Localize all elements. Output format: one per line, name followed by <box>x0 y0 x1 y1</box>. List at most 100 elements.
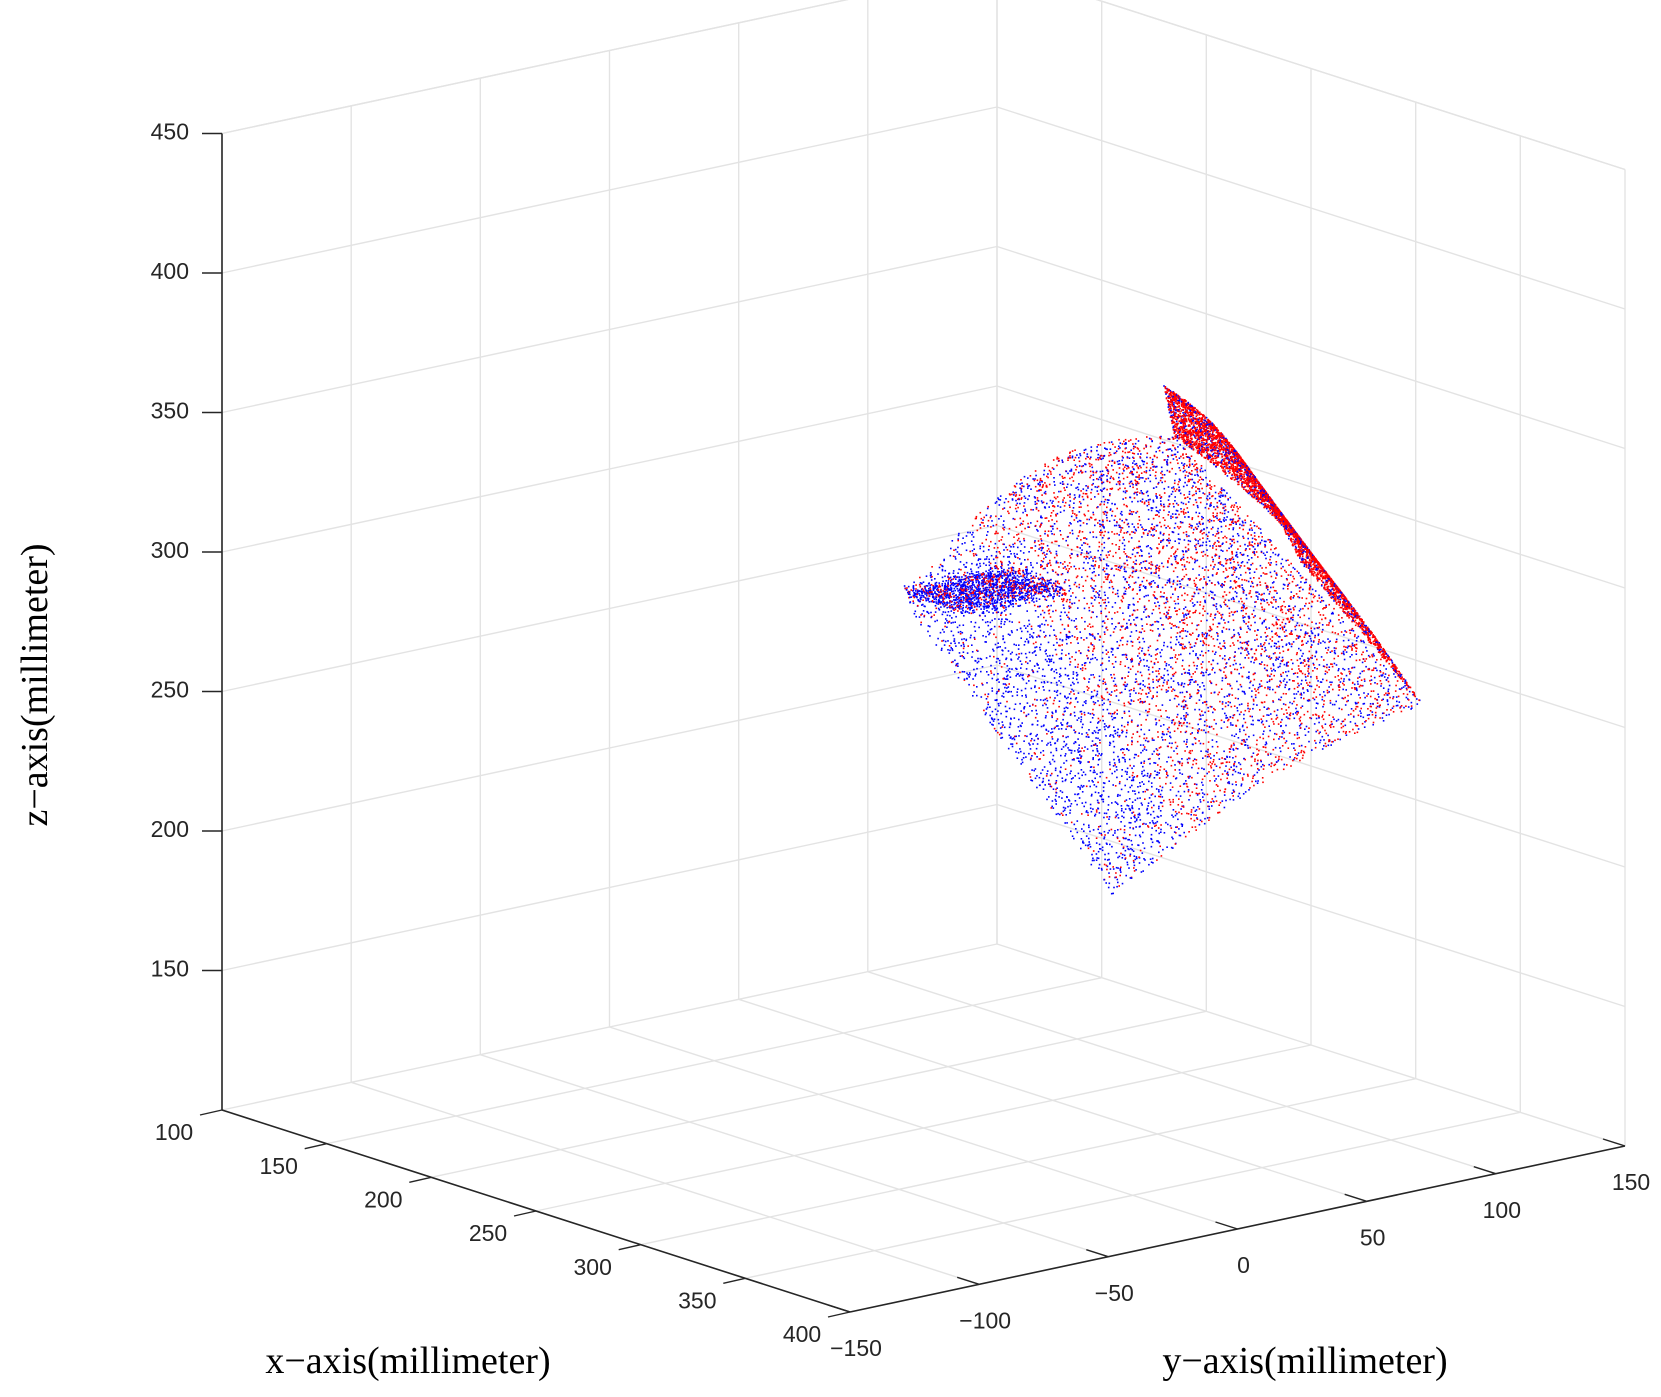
point <box>1110 488 1113 490</box>
point <box>1090 446 1093 448</box>
point <box>1185 456 1188 458</box>
point <box>990 664 992 667</box>
point <box>1034 503 1037 505</box>
point <box>1289 701 1291 704</box>
point <box>1072 690 1075 692</box>
point <box>1103 631 1106 633</box>
point <box>1074 658 1076 661</box>
point <box>1205 544 1208 546</box>
point <box>1208 808 1211 810</box>
point <box>1061 481 1064 483</box>
point <box>1000 622 1002 625</box>
point <box>1324 670 1327 673</box>
point <box>1212 547 1214 549</box>
point <box>1083 597 1086 599</box>
point <box>1213 598 1215 601</box>
point <box>1123 503 1125 506</box>
point <box>1180 808 1182 810</box>
point <box>1247 747 1249 749</box>
point <box>1043 766 1046 768</box>
point <box>1099 455 1102 457</box>
point <box>987 505 989 508</box>
point <box>1236 540 1239 543</box>
point <box>1020 487 1023 490</box>
grid-line <box>221 0 849 135</box>
grid-line <box>738 998 1367 1202</box>
point <box>1222 507 1224 509</box>
point <box>1208 594 1210 597</box>
point <box>1051 654 1054 657</box>
point <box>1291 633 1293 635</box>
point <box>1313 664 1315 666</box>
point <box>1161 805 1164 808</box>
point <box>1210 706 1213 708</box>
point <box>1187 789 1190 791</box>
point <box>1367 708 1369 710</box>
point <box>982 545 985 548</box>
point <box>1020 497 1023 499</box>
point <box>1006 700 1008 703</box>
point <box>1191 595 1194 598</box>
point <box>1242 617 1244 619</box>
point <box>1156 456 1158 459</box>
point <box>1169 503 1171 505</box>
point <box>1049 471 1052 473</box>
point <box>1254 630 1256 632</box>
point <box>1222 519 1225 521</box>
point <box>1160 435 1162 438</box>
point <box>1155 510 1158 512</box>
point <box>1183 614 1185 616</box>
point <box>1156 497 1158 499</box>
point <box>1180 510 1183 513</box>
point <box>1076 575 1079 577</box>
point <box>1250 585 1252 588</box>
point <box>1383 676 1386 678</box>
point <box>1013 686 1015 688</box>
point <box>1191 826 1194 828</box>
point <box>1209 680 1211 682</box>
point <box>1063 497 1065 499</box>
point <box>1260 598 1262 601</box>
point <box>1021 695 1023 697</box>
point <box>1084 662 1087 664</box>
point <box>1256 754 1258 756</box>
point <box>1172 458 1175 460</box>
point <box>1146 775 1149 777</box>
point <box>1125 447 1127 449</box>
point <box>1186 535 1188 538</box>
point <box>1269 564 1272 566</box>
point <box>1131 743 1133 746</box>
point <box>1070 642 1072 644</box>
point <box>1148 686 1151 689</box>
point <box>1138 812 1141 815</box>
point <box>1207 569 1210 572</box>
point <box>1369 656 1371 658</box>
point <box>945 618 947 620</box>
point <box>1052 702 1055 705</box>
point <box>1206 549 1208 551</box>
point <box>1202 742 1205 745</box>
point <box>1078 511 1081 513</box>
point <box>1270 657 1273 659</box>
point <box>1210 613 1212 615</box>
point <box>1276 634 1278 637</box>
point <box>1196 817 1198 819</box>
point <box>1257 686 1260 689</box>
point <box>974 638 976 640</box>
point <box>1159 509 1161 511</box>
point <box>1182 612 1184 614</box>
point <box>1166 728 1169 730</box>
point <box>1013 552 1016 555</box>
point <box>1132 483 1134 486</box>
point <box>1145 749 1148 751</box>
point <box>1321 748 1324 750</box>
point <box>1138 791 1140 794</box>
point <box>1315 675 1318 678</box>
point <box>1007 747 1010 750</box>
point <box>1161 677 1163 679</box>
point <box>1241 690 1244 693</box>
point <box>1142 585 1145 587</box>
point <box>1292 641 1295 643</box>
point <box>1018 585 1020 588</box>
point <box>1192 650 1194 652</box>
